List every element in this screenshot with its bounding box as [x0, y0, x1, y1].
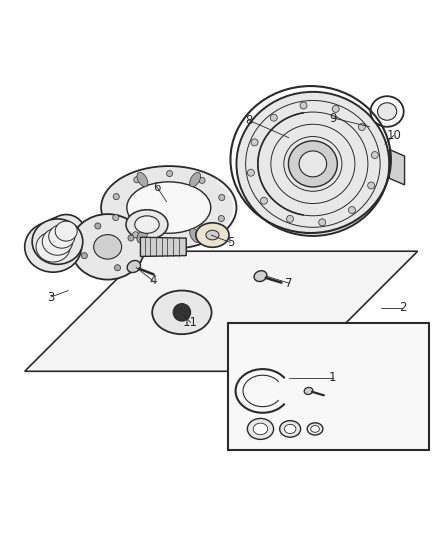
Ellipse shape [137, 229, 148, 243]
Circle shape [319, 219, 326, 226]
Polygon shape [141, 237, 186, 256]
Ellipse shape [126, 210, 168, 239]
Circle shape [173, 304, 191, 321]
Circle shape [113, 215, 119, 221]
Circle shape [270, 114, 277, 121]
Ellipse shape [284, 424, 296, 433]
Ellipse shape [304, 387, 313, 394]
Circle shape [198, 232, 204, 238]
Ellipse shape [378, 103, 397, 120]
Text: 5: 5 [226, 236, 234, 249]
Text: 10: 10 [386, 129, 401, 142]
Circle shape [132, 232, 138, 238]
Circle shape [134, 177, 140, 183]
Circle shape [247, 169, 254, 176]
Ellipse shape [127, 261, 141, 272]
Circle shape [300, 102, 307, 109]
Ellipse shape [307, 423, 323, 435]
Circle shape [371, 151, 378, 158]
Text: 7: 7 [285, 277, 293, 289]
Text: 1: 1 [329, 372, 336, 384]
Ellipse shape [247, 418, 274, 439]
Circle shape [113, 193, 119, 200]
Circle shape [368, 182, 374, 189]
Circle shape [128, 235, 134, 241]
Text: 3: 3 [47, 290, 55, 304]
Ellipse shape [42, 228, 73, 255]
Ellipse shape [48, 215, 85, 248]
Ellipse shape [25, 222, 81, 272]
Text: 6: 6 [153, 181, 161, 193]
Ellipse shape [280, 421, 300, 437]
Circle shape [332, 106, 339, 112]
Ellipse shape [152, 290, 212, 334]
Text: 8: 8 [245, 114, 252, 127]
Ellipse shape [253, 423, 268, 435]
Circle shape [218, 215, 224, 222]
Ellipse shape [49, 224, 75, 248]
Circle shape [114, 265, 120, 271]
Ellipse shape [32, 219, 83, 264]
Ellipse shape [36, 232, 70, 262]
Polygon shape [25, 251, 418, 372]
Ellipse shape [71, 214, 145, 280]
Text: 2: 2 [399, 302, 406, 314]
Ellipse shape [135, 216, 159, 233]
Ellipse shape [288, 141, 337, 187]
Circle shape [165, 238, 171, 245]
Text: 11: 11 [183, 316, 198, 329]
Ellipse shape [206, 230, 219, 240]
Ellipse shape [94, 235, 122, 259]
Ellipse shape [196, 223, 229, 247]
Circle shape [286, 215, 293, 222]
Ellipse shape [55, 221, 77, 241]
Circle shape [219, 195, 225, 200]
Circle shape [251, 139, 258, 146]
Ellipse shape [40, 217, 84, 256]
Ellipse shape [101, 166, 237, 249]
Ellipse shape [190, 229, 201, 243]
Ellipse shape [237, 92, 389, 236]
Bar [228, 323, 428, 450]
Ellipse shape [137, 172, 148, 187]
Ellipse shape [190, 172, 201, 187]
Ellipse shape [254, 271, 267, 281]
Text: 4: 4 [149, 274, 156, 287]
Polygon shape [389, 149, 405, 185]
Circle shape [261, 197, 267, 204]
Circle shape [81, 253, 88, 259]
Text: 9: 9 [330, 111, 337, 125]
Ellipse shape [127, 182, 211, 233]
Circle shape [166, 171, 173, 176]
Ellipse shape [371, 96, 404, 127]
Circle shape [349, 207, 356, 214]
Ellipse shape [299, 151, 327, 177]
Circle shape [199, 177, 205, 183]
Ellipse shape [311, 425, 319, 432]
Circle shape [95, 223, 101, 229]
Circle shape [358, 124, 365, 131]
